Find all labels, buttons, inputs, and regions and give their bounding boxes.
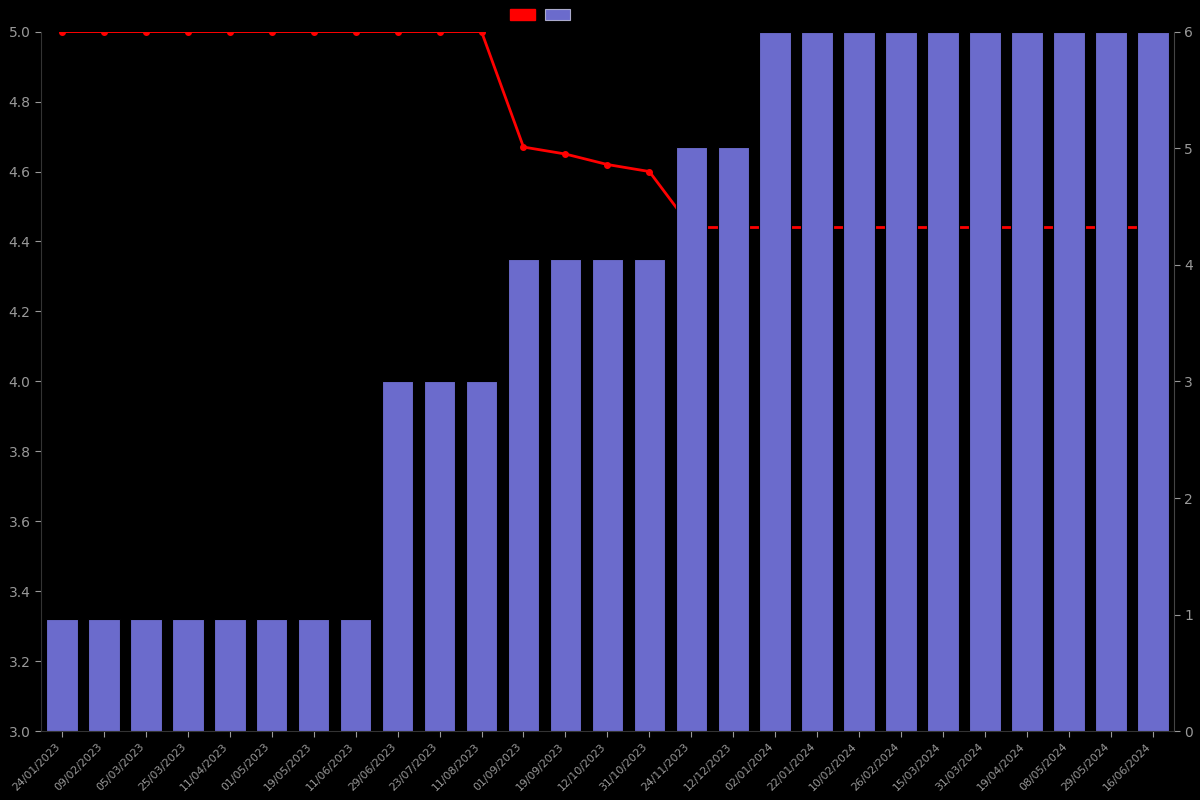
- Bar: [928, 31, 959, 731]
- Bar: [760, 31, 791, 731]
- Bar: [130, 619, 162, 731]
- Bar: [424, 382, 455, 731]
- Bar: [298, 619, 330, 731]
- Bar: [1012, 31, 1043, 731]
- Bar: [592, 259, 623, 731]
- Bar: [718, 147, 749, 731]
- Bar: [1054, 31, 1085, 731]
- Bar: [256, 619, 288, 731]
- Bar: [802, 31, 833, 731]
- Bar: [634, 259, 665, 731]
- Legend: , : ,: [505, 3, 580, 26]
- Bar: [508, 259, 539, 731]
- Bar: [1138, 31, 1169, 731]
- Bar: [466, 382, 497, 731]
- Bar: [340, 619, 371, 731]
- Bar: [886, 31, 917, 731]
- Bar: [47, 619, 78, 731]
- Bar: [88, 619, 120, 731]
- Bar: [172, 619, 204, 731]
- Bar: [676, 147, 707, 731]
- Bar: [382, 382, 413, 731]
- Bar: [550, 259, 581, 731]
- Bar: [970, 31, 1001, 731]
- Bar: [214, 619, 246, 731]
- Bar: [1096, 31, 1127, 731]
- Bar: [844, 31, 875, 731]
